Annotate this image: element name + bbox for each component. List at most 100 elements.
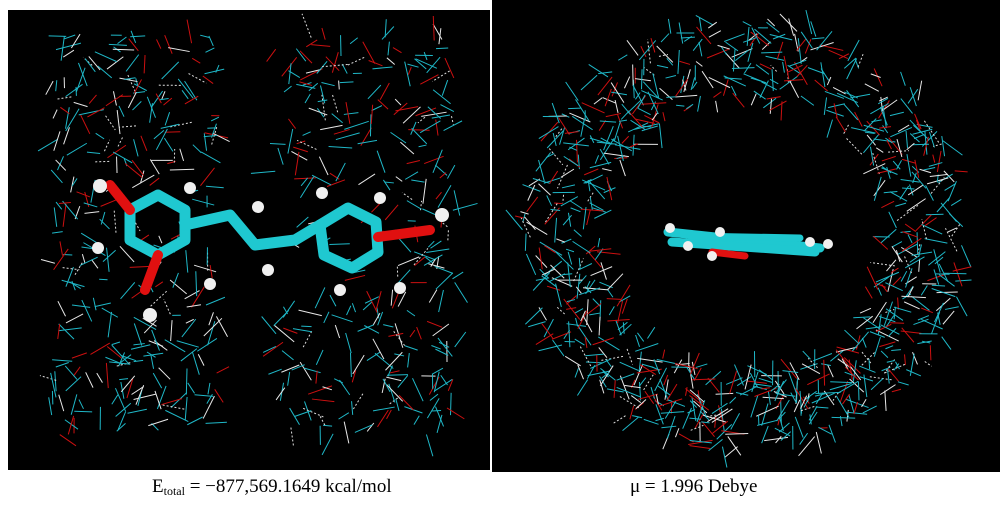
bond — [438, 341, 450, 348]
bond — [302, 331, 313, 348]
bond — [796, 64, 808, 77]
bond — [914, 113, 922, 130]
bond — [778, 416, 784, 432]
bond — [130, 30, 137, 43]
bond — [549, 170, 559, 184]
bond — [722, 79, 729, 96]
bond — [427, 240, 435, 248]
bond — [953, 262, 963, 287]
bond — [181, 318, 197, 338]
bond — [787, 64, 803, 73]
bond — [861, 337, 867, 348]
bond — [859, 365, 876, 373]
bond — [441, 79, 449, 96]
bond — [900, 270, 908, 282]
bond — [885, 345, 894, 350]
bond — [690, 77, 696, 91]
bond — [52, 109, 58, 119]
bond — [893, 306, 897, 320]
bond — [426, 248, 450, 254]
bond — [65, 107, 70, 129]
bond — [165, 409, 189, 422]
bond — [555, 127, 563, 138]
bond — [544, 245, 556, 254]
bond — [800, 31, 813, 49]
bond — [682, 79, 687, 91]
bond — [599, 148, 610, 165]
bond — [599, 120, 617, 123]
bond — [366, 422, 375, 432]
bond — [407, 353, 410, 368]
bond — [161, 91, 166, 100]
bond — [382, 378, 391, 392]
bond — [215, 316, 228, 338]
bond — [909, 353, 915, 376]
bond — [58, 202, 71, 205]
bond — [587, 251, 602, 268]
figure — [8, 0, 1000, 472]
bond — [371, 202, 381, 213]
bond — [158, 367, 171, 380]
bond — [321, 94, 326, 121]
bond — [454, 282, 468, 303]
bond — [563, 298, 581, 320]
bond — [845, 366, 859, 381]
bond — [619, 323, 632, 336]
bond — [749, 372, 759, 388]
bond — [881, 167, 898, 175]
bond — [616, 373, 635, 381]
bond — [697, 95, 701, 112]
bond — [57, 323, 61, 340]
bond — [870, 73, 881, 78]
bond — [811, 392, 835, 404]
bond — [395, 176, 403, 182]
bond — [931, 287, 956, 298]
bond — [574, 308, 584, 314]
bond — [582, 314, 593, 333]
bond — [435, 191, 442, 200]
bond — [335, 162, 346, 182]
bond — [931, 284, 946, 287]
bond — [619, 361, 639, 371]
bond — [727, 436, 742, 456]
bond — [892, 160, 901, 170]
bond — [603, 126, 614, 151]
bond — [202, 395, 215, 419]
bond — [119, 378, 129, 381]
bond — [689, 352, 700, 375]
bond — [852, 360, 857, 382]
bond — [58, 394, 65, 412]
bond — [873, 235, 889, 250]
bond — [436, 47, 449, 50]
bond — [844, 91, 859, 99]
bond — [843, 103, 859, 121]
bond — [397, 291, 407, 307]
bond — [349, 352, 352, 377]
bond — [725, 52, 740, 69]
bond — [598, 71, 613, 75]
bond — [798, 436, 816, 457]
guest-molecule-right — [663, 223, 833, 261]
bond — [921, 223, 943, 235]
bond — [941, 336, 952, 350]
bond — [883, 359, 895, 374]
bond — [346, 305, 352, 316]
bond — [776, 41, 784, 60]
bond — [585, 174, 603, 184]
bond — [885, 137, 893, 144]
bond — [902, 187, 915, 190]
bond — [212, 132, 230, 142]
bond — [37, 138, 59, 152]
bond — [133, 79, 142, 94]
bond — [889, 111, 904, 117]
bond — [864, 286, 873, 299]
bond — [611, 82, 618, 97]
bond — [617, 135, 624, 162]
bond — [880, 324, 900, 335]
bond — [686, 103, 694, 110]
bond — [151, 329, 160, 351]
bond — [184, 396, 188, 421]
bond — [587, 370, 611, 377]
bond — [846, 90, 860, 108]
bond — [411, 179, 425, 183]
